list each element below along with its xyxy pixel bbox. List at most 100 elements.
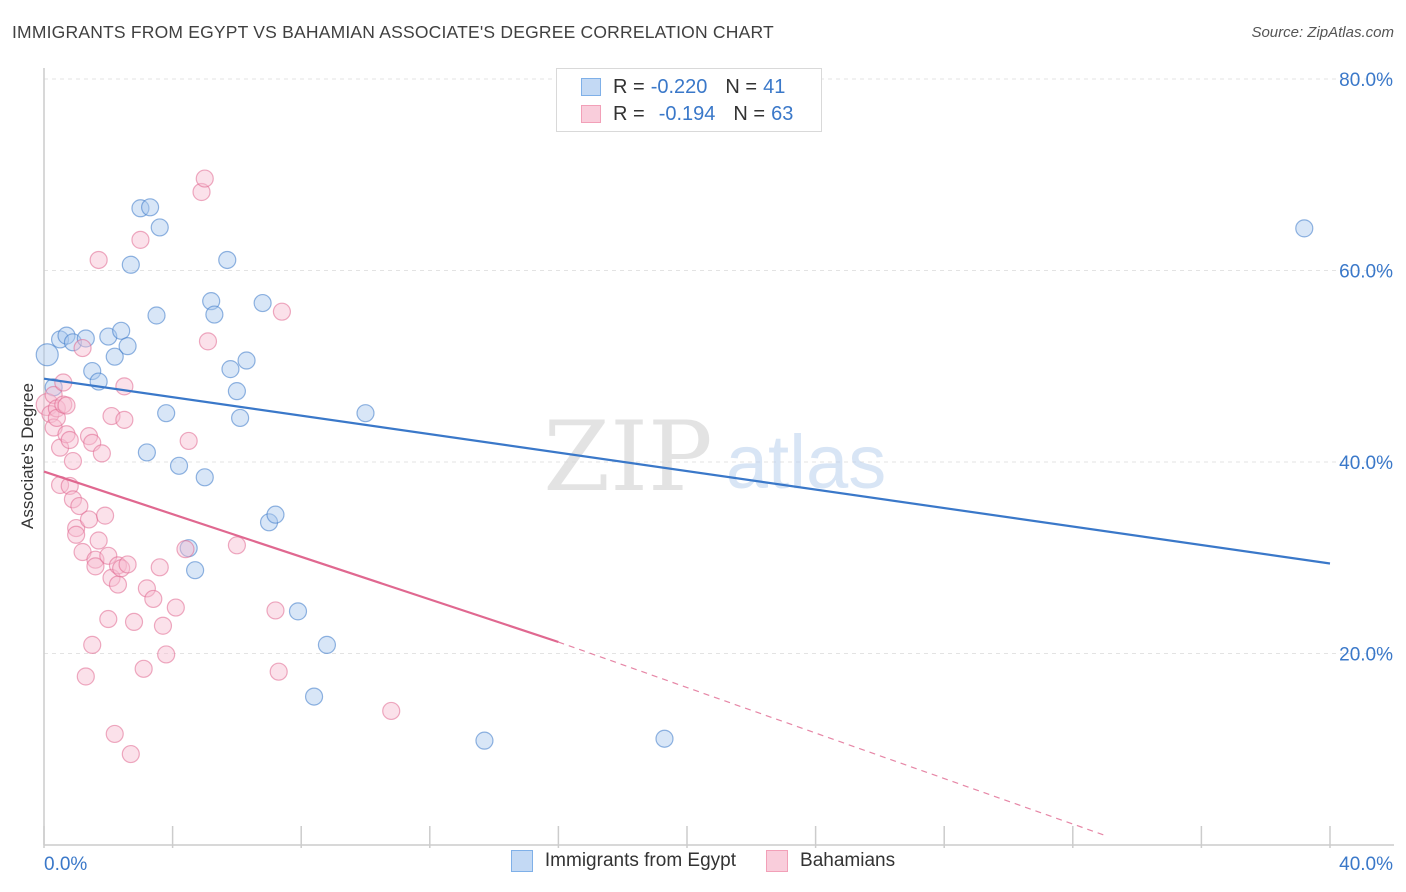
data-point: [131, 230, 150, 249]
data-point: [144, 589, 163, 609]
data-point: [140, 198, 160, 217]
y-tick-label: 60.0%: [1339, 262, 1393, 283]
data-point: [655, 729, 674, 748]
data-point: [266, 601, 285, 620]
data-point: [288, 602, 308, 621]
watermark: ZIP atlas: [543, 401, 886, 513]
data-point: [105, 347, 124, 366]
data-point: [57, 396, 76, 415]
data-point: [86, 557, 105, 576]
n-label: N =: [733, 102, 766, 125]
data-point: [115, 377, 134, 396]
data-point: [253, 293, 272, 313]
data-point: [157, 404, 176, 423]
data-point: [231, 408, 250, 428]
y-tick-label: 40.0%: [1339, 453, 1393, 474]
legend-item-egypt: Immigrants from Egypt: [510, 850, 737, 872]
data-point: [356, 404, 375, 423]
data-point: [304, 687, 324, 706]
legend-label-egypt: Immigrants from Egypt: [544, 850, 737, 871]
data-point: [169, 456, 189, 475]
data-point: [73, 338, 92, 358]
data-point: [63, 490, 83, 509]
data-point: [121, 744, 140, 764]
x-tick-label: 0.0%: [44, 854, 87, 875]
data-point: [76, 329, 95, 348]
data-point: [124, 612, 144, 632]
r-value: -0.220: [650, 75, 708, 98]
source-label: Source: ZipAtlas.com: [1251, 24, 1394, 41]
watermark-atlas: atlas: [726, 420, 887, 505]
data-point: [147, 306, 166, 325]
legend-swatch-bahamians: [766, 850, 789, 872]
n-value: 63: [771, 102, 794, 125]
r-label: R =: [613, 75, 645, 98]
data-point: [192, 182, 211, 202]
data-point: [70, 496, 89, 516]
data-point: [137, 579, 156, 598]
data-point: [198, 332, 218, 351]
trend-line-bahamians-extension: [558, 641, 1106, 836]
data-point: [134, 659, 153, 678]
legend-swatch-egypt: [581, 78, 601, 96]
data-point: [227, 382, 246, 401]
x-tick-label: 40.0%: [1339, 854, 1393, 875]
legend-swatch-egypt: [510, 850, 533, 872]
data-point: [272, 302, 292, 321]
legend-item-bahamians: Bahamians: [766, 850, 895, 872]
data-point: [35, 343, 59, 367]
trend-line-bahamians: [43, 470, 559, 644]
data-point: [99, 609, 118, 629]
data-point: [179, 431, 198, 451]
data-point: [99, 546, 118, 565]
data-point: [195, 169, 214, 188]
data-point: [79, 510, 99, 529]
r-value: -0.194: [658, 102, 716, 125]
data-point: [150, 218, 169, 237]
data-point: [195, 468, 214, 487]
data-point: [205, 305, 224, 324]
data-point: [382, 701, 401, 721]
data-point: [118, 337, 137, 356]
data-point: [1295, 219, 1314, 238]
data-point: [269, 662, 288, 681]
data-point: [112, 321, 131, 340]
data-point: [67, 525, 86, 544]
legend-swatch-bahamians: [581, 105, 601, 123]
data-point: [57, 425, 76, 444]
n-value: 41: [763, 75, 786, 98]
data-point: [227, 536, 246, 555]
data-points: [35, 169, 1314, 764]
data-point: [63, 451, 83, 471]
tick-labels: 20.0% 40.0% 60.0% 80.0% 0.0% 40.0%: [44, 70, 1393, 875]
data-point: [266, 505, 285, 524]
data-point: [83, 361, 102, 381]
data-point: [89, 250, 108, 270]
y-tick-label: 20.0%: [1339, 645, 1393, 666]
data-point: [202, 292, 221, 311]
watermark-zip: ZIP: [543, 401, 712, 513]
data-point: [92, 444, 111, 463]
series-egypt: [35, 198, 1314, 750]
data-point: [237, 351, 256, 370]
data-point: [176, 540, 195, 559]
data-point: [166, 598, 185, 617]
data-point: [221, 360, 240, 379]
legend-label-bahamians: Bahamians: [800, 850, 896, 871]
n-label: N =: [725, 75, 758, 98]
data-point: [153, 616, 173, 635]
trend-line-egypt: [43, 377, 1331, 565]
data-point: [118, 555, 137, 574]
data-point: [44, 385, 63, 405]
axes: [43, 68, 1394, 848]
data-point: [317, 635, 337, 654]
data-point: [57, 326, 76, 345]
data-point: [150, 558, 169, 577]
data-point: [76, 667, 95, 686]
data-point: [218, 250, 237, 270]
data-point: [121, 255, 140, 274]
data-point: [157, 645, 176, 664]
series-bahamians: [35, 169, 401, 764]
data-point: [89, 531, 108, 550]
